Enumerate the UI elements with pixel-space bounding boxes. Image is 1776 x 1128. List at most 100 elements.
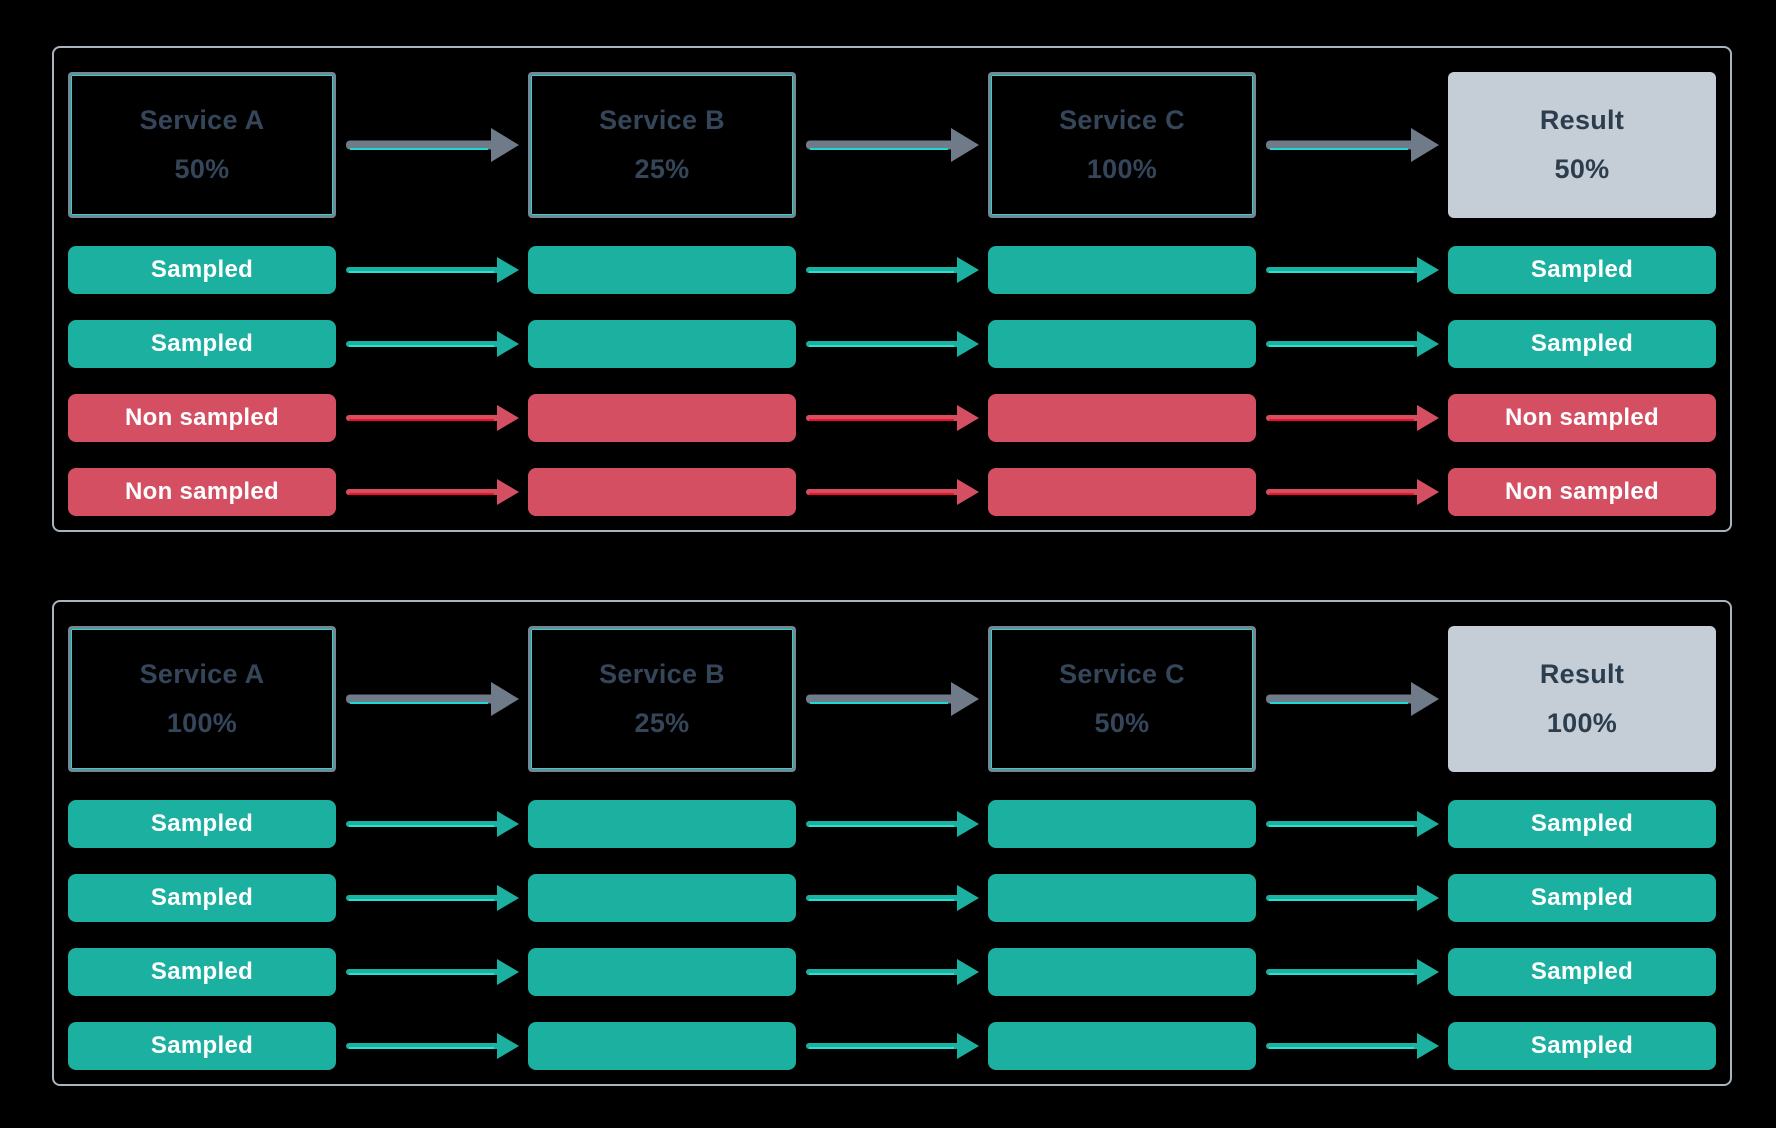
arrow-cell [1256,468,1448,516]
arrow-cell [1256,72,1448,218]
trace-bar-labeled: Sampled [68,874,336,922]
arrow-cell [336,72,528,218]
trace-rows: Sampled Sampled Sampled Sampled Sampled [68,800,1716,1070]
arrow-cell [1256,394,1448,442]
trace-status-label: Sampled [1530,256,1634,283]
scenario-panel-2: Service A 100% Service B 25% Service C 5… [52,600,1732,1086]
arrow-right-icon [346,884,518,912]
arrow-cell [796,1022,988,1070]
service-b-box: Service B 25% [528,72,796,218]
arrow-cell [336,626,528,772]
trace-bar [528,394,796,442]
arrow-cell [1256,626,1448,772]
trace-bar [528,874,796,922]
trace-bar-labeled: Sampled [1448,246,1716,294]
arrow-right-icon [806,1032,978,1060]
arrow-cell [336,320,528,368]
service-c-box: Service C 50% [988,626,1256,772]
service-a-name: Service A [139,659,265,689]
trace-rows: Sampled Sampled Sampled Sampled Non samp… [68,246,1716,516]
arrow-cell [336,874,528,922]
arrow-cell [796,468,988,516]
trace-bar-labeled: Sampled [68,246,336,294]
trace-bar [528,246,796,294]
trace-bar-labeled: Sampled [68,948,336,996]
trace-bar [988,874,1256,922]
arrow-cell [336,800,528,848]
service-c-name: Service C [1059,105,1185,135]
service-a-name: Service A [139,105,265,135]
trace-row-non-sampled: Non sampled Non sampled [68,394,1716,442]
result-name: Result [1539,105,1625,135]
trace-row-sampled: Sampled Sampled [68,1022,1716,1070]
trace-status-label: Sampled [150,884,254,911]
trace-row-sampled: Sampled Sampled [68,948,1716,996]
trace-bar [528,800,796,848]
trace-bar-labeled: Sampled [68,320,336,368]
result-box: Result 100% [1448,626,1716,772]
arrow-cell [796,626,988,772]
arrow-right-icon [806,404,978,432]
trace-bar-labeled: Non sampled [1448,468,1716,516]
arrow-right-icon [806,330,978,358]
arrow-cell [1256,948,1448,996]
arrow-right-icon [346,681,518,717]
arrow-cell [796,874,988,922]
trace-bar [988,800,1256,848]
arrow-right-icon [806,127,978,163]
trace-bar [528,468,796,516]
arrow-cell [336,948,528,996]
trace-bar-labeled: Sampled [1448,1022,1716,1070]
trace-bar-labeled: Non sampled [68,394,336,442]
arrow-right-icon [1266,958,1438,986]
trace-bar [528,320,796,368]
service-header-row: Service A 100% Service B 25% Service C 5… [68,626,1716,772]
scenario-panel-1: Service A 50% Service B 25% Service C 10… [52,46,1732,532]
service-b-name: Service B [599,105,725,135]
arrow-right-icon [1266,256,1438,284]
trace-status-label: Sampled [150,256,254,283]
trace-status-label: Non sampled [125,404,279,431]
arrow-right-icon [806,884,978,912]
trace-status-label: Sampled [1530,884,1634,911]
service-b-name: Service B [599,659,725,689]
arrow-right-icon [1266,681,1438,717]
trace-bar [988,320,1256,368]
arrow-right-icon [346,1032,518,1060]
arrow-cell [1256,800,1448,848]
service-b-box: Service B 25% [528,626,796,772]
service-a-box: Service A 100% [68,626,336,772]
arrow-right-icon [346,810,518,838]
arrow-right-icon [346,478,518,506]
service-b-rate: 25% [634,154,690,184]
service-a-rate: 100% [166,708,238,738]
trace-status-label: Sampled [150,810,254,837]
service-a-box: Service A 50% [68,72,336,218]
arrow-cell [796,72,988,218]
service-c-rate: 100% [1086,154,1158,184]
trace-status-label: Sampled [1530,1032,1634,1059]
service-b-rate: 25% [634,708,690,738]
trace-bar [988,394,1256,442]
arrow-right-icon [1266,478,1438,506]
arrow-cell [796,948,988,996]
arrow-right-icon [1266,404,1438,432]
arrow-right-icon [1266,1032,1438,1060]
arrow-right-icon [806,810,978,838]
trace-status-label: Sampled [150,1032,254,1059]
trace-bar [988,246,1256,294]
arrow-cell [1256,1022,1448,1070]
trace-status-label: Non sampled [125,478,279,505]
service-a-rate: 50% [174,154,230,184]
arrow-right-icon [806,478,978,506]
trace-bar-labeled: Non sampled [1448,394,1716,442]
result-box: Result 50% [1448,72,1716,218]
trace-status-label: Non sampled [1505,478,1659,505]
result-name: Result [1539,659,1625,689]
arrow-cell [796,320,988,368]
arrow-right-icon [346,127,518,163]
arrow-cell [1256,874,1448,922]
arrow-right-icon [1266,330,1438,358]
arrow-cell [336,394,528,442]
